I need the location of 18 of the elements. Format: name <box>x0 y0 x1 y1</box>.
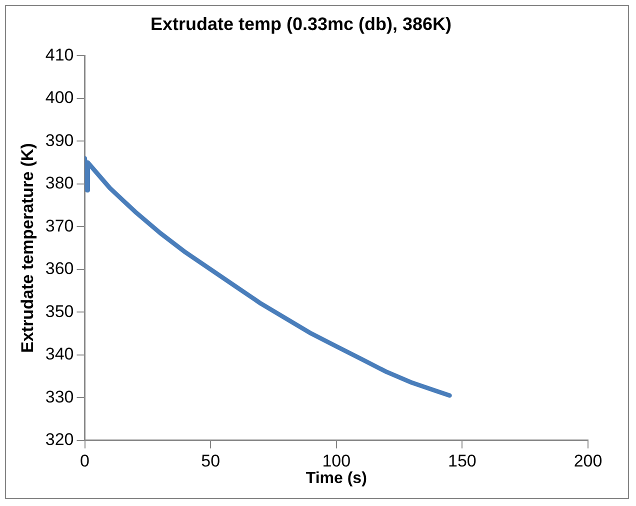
y-tick-label: 330 <box>45 387 74 406</box>
x-tick-label: 100 <box>322 451 351 470</box>
y-tick-label: 360 <box>45 259 74 278</box>
y-axis-title: Extrudate temperature (K) <box>18 143 37 353</box>
y-tick-label: 390 <box>45 130 74 150</box>
y-tick-label: 410 <box>45 45 74 64</box>
y-tick-label: 370 <box>45 216 74 236</box>
x-tick-label: 150 <box>448 451 476 470</box>
x-tick-label: 200 <box>574 451 602 470</box>
y-tick-label: 380 <box>45 174 74 193</box>
y-tick-label: 340 <box>45 344 74 364</box>
x-tick-label: 50 <box>201 451 220 470</box>
chart-title: Extrudate temp (0.33mc (db), 386K) <box>150 14 452 34</box>
y-tick-label: 320 <box>45 430 74 450</box>
y-tick-label: 400 <box>45 88 74 108</box>
x-axis-title: Time (s) <box>306 470 367 487</box>
y-tick-label: 350 <box>45 302 74 321</box>
x-tick-label: 0 <box>80 451 90 470</box>
